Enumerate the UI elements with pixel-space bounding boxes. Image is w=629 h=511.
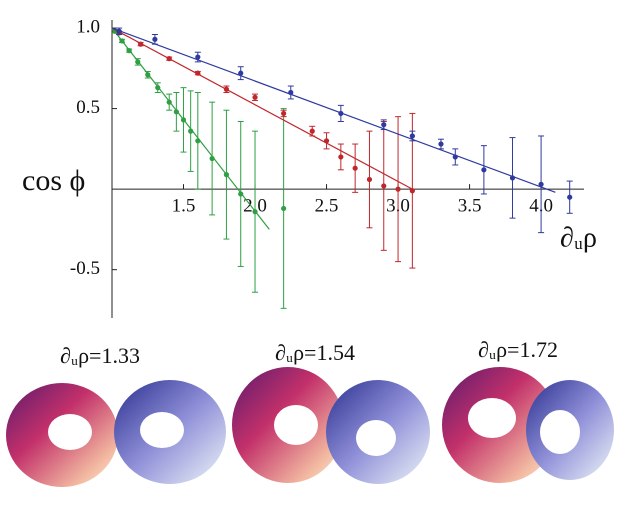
point	[366, 176, 373, 183]
point	[288, 89, 294, 96]
point	[166, 56, 172, 62]
point	[155, 85, 161, 91]
x-tick-label: 1.5	[172, 195, 196, 216]
x-axis-label: ∂ᵤρ	[560, 222, 597, 253]
point	[323, 138, 330, 144]
point	[126, 48, 132, 54]
point	[409, 188, 415, 194]
point	[338, 154, 344, 160]
point	[195, 70, 201, 76]
point	[452, 154, 458, 160]
point	[238, 70, 244, 76]
point	[409, 133, 415, 139]
point	[145, 72, 151, 78]
point	[309, 128, 315, 134]
point	[352, 165, 358, 171]
y-tick-label: 1.0	[76, 16, 100, 37]
y-tick-label: 0.5	[76, 97, 100, 118]
point	[138, 41, 144, 47]
point	[509, 175, 516, 181]
point	[223, 86, 230, 92]
point	[135, 59, 141, 65]
point	[281, 110, 287, 117]
panel-images	[6, 367, 614, 487]
x-tick-label: 2.5	[315, 195, 339, 216]
point	[252, 209, 258, 215]
fit-line	[111, 27, 413, 190]
point	[152, 36, 158, 42]
point	[180, 117, 187, 123]
point	[567, 194, 573, 200]
point	[538, 181, 544, 187]
point	[166, 99, 172, 105]
point	[223, 172, 230, 178]
y-axis-label: cos ϕ	[22, 164, 85, 197]
panel-label: ∂ᵤρ=1.54	[275, 340, 355, 365]
point	[281, 205, 287, 212]
point	[438, 141, 444, 147]
point	[195, 138, 201, 144]
panel-label: ∂ᵤρ=1.72	[478, 337, 558, 362]
point	[395, 186, 401, 192]
y-tick-label: -0.5	[70, 258, 100, 279]
point	[209, 155, 215, 162]
point	[381, 183, 387, 189]
fit-line	[111, 27, 556, 193]
point	[338, 110, 344, 117]
point	[381, 122, 387, 128]
panel-label: ∂ᵤρ=1.33	[60, 343, 140, 368]
x-tick-label: 3.5	[458, 195, 482, 216]
point	[173, 109, 179, 115]
point	[252, 94, 258, 100]
point	[195, 54, 201, 60]
point	[481, 167, 487, 173]
point	[116, 28, 122, 34]
point	[188, 128, 194, 134]
point	[238, 191, 244, 197]
point	[119, 38, 125, 44]
